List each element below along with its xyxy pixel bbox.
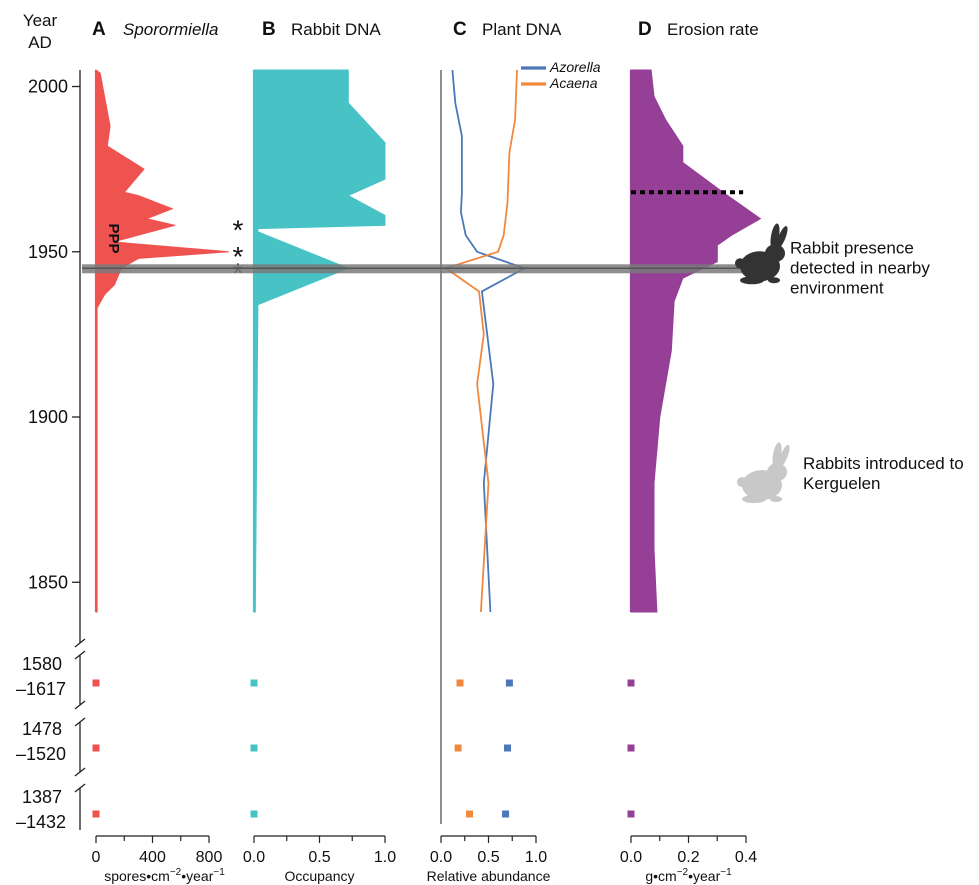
rabbit-light-icon-head [767, 463, 787, 482]
rabbit-light-icon-hind-foot [742, 495, 766, 504]
pre-sample-acaena-0 [456, 679, 464, 687]
x-tick-label-B-0: 0.0 [243, 849, 265, 866]
axis-break-mark-2a [74, 767, 86, 777]
x-tick-label-B-2: 1.0 [374, 849, 396, 866]
annotation-ppp: PPP [105, 224, 122, 254]
area-A [95, 68, 229, 613]
rabbit-dark-icon [735, 223, 788, 285]
axes-layer: Year AD 2000 1950 1900 1850 1580 –1617 1478 –1520… [16, 11, 86, 832]
y-axis-title-line1: Year [23, 11, 58, 30]
annotation-1-line-0: Rabbits introduced to [803, 454, 964, 473]
pre-sample-D-1 [627, 744, 635, 752]
y-tick-label-1950: 1950 [28, 242, 68, 262]
pre-sample-B-2 [250, 810, 258, 818]
x-tick-label-A-0: 0 [92, 849, 101, 866]
annotation-1-line-1: Kerguelen [803, 474, 881, 493]
x-axis-label-B: Occupancy [284, 868, 354, 884]
x-tick-label-C-2: 1.0 [525, 849, 547, 866]
rabbit-light-icon-front-foot [770, 496, 782, 503]
axis-break-mark-0a [74, 638, 86, 648]
x-tick-label-D-2: 0.4 [735, 849, 757, 866]
y-tick-label-2000: 2000 [28, 77, 68, 97]
x-tick-label-C-1: 0.5 [477, 849, 499, 866]
panel-letter-D: D [638, 19, 652, 40]
pre-sample-azorella-1 [504, 744, 511, 752]
pre-sample-D-0 [627, 679, 635, 687]
pre-sample-B-0 [250, 679, 258, 687]
panel-title-B: Rabbit DNA [291, 20, 381, 39]
rabbit-dark-icon-tail [735, 258, 745, 269]
x-tick-label-B-1: 0.5 [308, 849, 330, 866]
legend-label-acaena: Acaena [549, 75, 598, 91]
rabbit-light-icon [737, 442, 790, 504]
pre-sample-B-1 [250, 744, 258, 752]
axis-break-mark-0b [74, 650, 86, 660]
pre-sample-azorella-2 [502, 810, 510, 818]
legend-label-azorella: Azorella [549, 59, 601, 75]
x-tick-label-D-0: 0.0 [620, 849, 642, 866]
pre-sample-A-1 [92, 744, 100, 752]
axis-break-mark-1b [74, 717, 86, 727]
rabbit-light-icon-tail [737, 477, 747, 488]
panel-letter-B: B [262, 19, 276, 40]
break-label-2-line2: –1432 [16, 812, 66, 832]
break-label-2-line1: 1387 [22, 787, 62, 807]
panel-B: B Rabbit DNA 0.0 0.5 1.0 Occupancy [243, 19, 396, 884]
rabbit-dark-icon-front-foot [768, 277, 780, 284]
rabbit-dark-icon-ear-2 [776, 226, 788, 249]
panel-C: C Plant DNA 0.0 0.5 1.0 Relative abundance Azo… [427, 19, 601, 884]
annotation-0-line-2: environment [790, 278, 884, 297]
series-line-azorella [451, 69, 527, 613]
panel-title-D: Erosion rate [667, 20, 759, 39]
rabbit-dark-icon-hind-foot [740, 276, 764, 285]
panel-title-C: Plant DNA [482, 20, 562, 39]
axis-break-mark-2b [74, 783, 86, 793]
rabbit-light-icon-ear-2 [778, 444, 790, 468]
pre-sample-A-2 [92, 810, 100, 818]
panel-letter-C: C [453, 19, 467, 40]
break-label-0-line1: 1580 [22, 654, 62, 674]
annotation-0-line-1: detected in nearby [790, 258, 930, 277]
pre-sample-azorella-0 [505, 679, 513, 687]
area-D [630, 69, 762, 613]
break-label-1-line2: –1520 [16, 744, 66, 764]
x-axis-label-A: spores•cm−2•year−1 [104, 867, 225, 884]
x-tick-label-C-0: 0.0 [430, 849, 452, 866]
x-axis-label-C: Relative abundance [427, 868, 551, 884]
x-tick-label-A-2: 800 [196, 849, 223, 866]
y-tick-label-1850: 1850 [28, 572, 68, 592]
y-axis-title-line2: AD [28, 33, 52, 52]
break-label-1-line1: 1478 [22, 719, 62, 739]
pre-sample-acaena-2 [466, 810, 473, 818]
x-axis-label-D: g•cm−2•year−1 [645, 867, 732, 884]
rabbit-dark-icon-head [765, 244, 785, 263]
series-line-acaena [443, 69, 518, 613]
panel-letter-A: A [92, 19, 106, 40]
pre-sample-A-0 [92, 679, 100, 687]
break-label-0-line2: –1617 [16, 679, 66, 699]
pre-sample-D-2 [627, 810, 635, 818]
asterisk-0: * [233, 214, 244, 245]
x-tick-label-A-1: 400 [139, 849, 166, 866]
axis-break-mark-1a [74, 700, 86, 710]
panel-D: D Erosion rate 0.0 0.2 0.4g•cm−2•year−1 [620, 19, 762, 884]
annotation-0-line-0: Rabbit presence [790, 238, 914, 257]
asterisk-1: * [233, 241, 244, 272]
area-B [253, 69, 386, 613]
y-tick-label-1900: 1900 [28, 407, 68, 427]
panel-title-A: Sporormiella [123, 20, 218, 39]
x-tick-label-D-1: 0.2 [677, 849, 699, 866]
pre-sample-acaena-1 [454, 744, 462, 752]
